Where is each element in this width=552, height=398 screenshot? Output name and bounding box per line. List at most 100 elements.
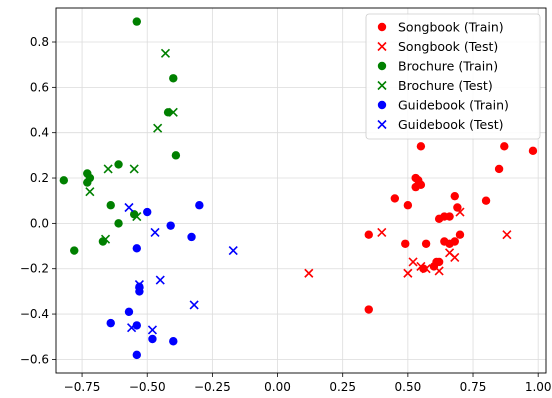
cross-stroke xyxy=(85,187,95,197)
songbook-test-point xyxy=(421,264,431,274)
songbook-train-point xyxy=(416,180,426,190)
y-tick-label: 0.0 xyxy=(30,216,49,230)
guidebook-train-point xyxy=(132,321,141,330)
legend-marker-brochure-train xyxy=(377,61,387,71)
guidebook-train-point xyxy=(195,201,204,210)
brochure-train-point xyxy=(85,173,95,183)
cross-stroke xyxy=(444,248,455,258)
x-tick-label: −0.25 xyxy=(194,380,231,394)
guidebook-train-point xyxy=(124,307,134,316)
songbook-train-point xyxy=(401,239,410,248)
x-tick-label: 0.75 xyxy=(460,380,487,394)
brochure-train-point xyxy=(169,74,178,83)
songbook-train-point xyxy=(434,257,444,267)
x-tick-label: −0.50 xyxy=(129,380,166,394)
legend-marker-guidebook-train xyxy=(377,100,387,110)
cross-stroke xyxy=(153,123,163,133)
y-tick-label: −0.2 xyxy=(20,262,49,276)
songbook-train-point xyxy=(416,142,426,151)
guidebook-train-point xyxy=(148,334,157,344)
legend-label: Guidebook (Test) xyxy=(398,117,504,132)
guidebook-train-point xyxy=(169,337,178,346)
songbook-train-point xyxy=(364,305,373,314)
legend-label: Brochure (Train) xyxy=(398,59,498,74)
brochure-train-point xyxy=(132,17,141,26)
brochure-train-point xyxy=(114,219,123,228)
cross-stroke xyxy=(150,227,160,238)
guidebook-test-point xyxy=(127,323,137,333)
songbook-train-point xyxy=(364,230,373,239)
y-tick-label: −0.4 xyxy=(20,307,49,321)
legend-label: Brochure (Test) xyxy=(398,78,493,93)
cross-stroke xyxy=(403,268,413,278)
brochure-train-point xyxy=(70,246,79,255)
y-tick-label: 0.6 xyxy=(30,80,49,94)
songbook-train-point xyxy=(481,196,491,205)
legend-label: Songbook (Test) xyxy=(398,39,498,54)
guidebook-test-point xyxy=(155,275,165,285)
cross-stroke xyxy=(155,275,165,285)
brochure-test-point xyxy=(168,107,178,117)
cross-stroke xyxy=(127,323,137,333)
legend: Songbook (Train) Songbook (Test) Brochure … xyxy=(365,13,541,140)
y-tick-label: −0.6 xyxy=(20,352,49,366)
cross-stroke xyxy=(377,80,387,91)
songbook-train-point xyxy=(390,194,400,203)
guidebook-train-point xyxy=(106,318,115,328)
songbook-train-point xyxy=(450,237,459,246)
songbook-test-point xyxy=(416,261,426,272)
cross-stroke xyxy=(168,107,178,117)
cross-stroke xyxy=(134,280,144,290)
cross-stroke xyxy=(377,227,387,238)
cross-stroke xyxy=(189,300,199,310)
brochure-train-point xyxy=(106,201,115,210)
cross-stroke xyxy=(228,246,238,256)
cross-stroke xyxy=(502,230,512,240)
songbook-test-point xyxy=(304,268,314,278)
cross-stroke xyxy=(416,261,426,272)
legend-marker-guidebook-test xyxy=(377,119,387,130)
cross-stroke xyxy=(421,264,431,274)
x-tick-label: −0.75 xyxy=(64,380,101,394)
guidebook-test-point xyxy=(124,202,134,213)
cross-stroke xyxy=(100,234,111,244)
songbook-test-point xyxy=(377,227,387,238)
guidebook-test-point xyxy=(189,300,199,310)
axis-ticks: −0.75 −0.50 −0.25 0.00 0.25 0.50 0.75 1.00 −0.6 −… xyxy=(20,35,552,394)
guidebook-test-point xyxy=(150,227,160,238)
songbook-train-point xyxy=(450,191,459,201)
y-tick-label: 0.8 xyxy=(30,35,49,49)
songbook-train-point xyxy=(421,239,431,248)
guidebook-train-point xyxy=(132,244,141,253)
y-tick-label: 0.4 xyxy=(30,126,49,140)
cross-stroke xyxy=(132,212,142,222)
guidebook-train-point xyxy=(132,350,141,360)
guidebook-train-point xyxy=(187,232,196,242)
songbook-test-point xyxy=(455,207,465,217)
cross-stroke xyxy=(147,325,158,335)
cross-stroke xyxy=(160,48,171,58)
x-tick-label: 0.00 xyxy=(264,380,291,394)
brochure-test-point xyxy=(160,48,171,58)
songbook-train-point xyxy=(455,230,465,239)
brochure-test-point xyxy=(85,187,95,197)
songbook-test-point xyxy=(403,268,413,278)
cross-stroke xyxy=(408,257,418,267)
brochure-test-point xyxy=(103,164,113,174)
brochure-train-point xyxy=(171,151,181,160)
plot-frame xyxy=(55,7,547,374)
brochure-test-point xyxy=(100,234,111,244)
cross-stroke xyxy=(129,164,139,174)
brochure-train-point xyxy=(114,160,123,169)
legend-box xyxy=(365,13,541,140)
legend-marker-songbook-test xyxy=(377,41,387,52)
guidebook-train-point xyxy=(166,221,175,230)
cross-stroke xyxy=(455,207,465,217)
songbook-test-point xyxy=(450,252,460,262)
y-tick-label: 0.2 xyxy=(30,171,49,185)
brochure-test-point xyxy=(129,164,139,174)
guidebook-train-point xyxy=(143,207,152,217)
songbook-train-point xyxy=(453,203,462,212)
legend-label: Guidebook (Train) xyxy=(398,98,509,113)
legend-label: Songbook (Train) xyxy=(398,20,504,35)
